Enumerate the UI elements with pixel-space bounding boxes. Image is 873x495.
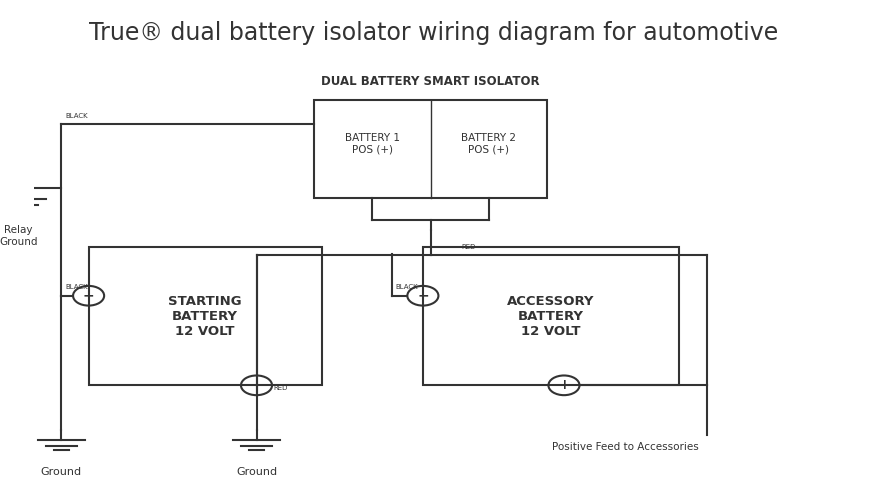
Text: BLACK: BLACK [395,284,418,290]
Text: DUAL BATTERY SMART ISOLATOR: DUAL BATTERY SMART ISOLATOR [321,75,540,88]
Bar [423,248,679,385]
Text: RED: RED [273,385,288,391]
Text: −: − [83,289,94,303]
Bar [314,100,547,198]
Text: BLACK: BLACK [65,284,88,290]
Text: Positive Feed to Accessories: Positive Feed to Accessories [552,442,699,452]
Text: Ground: Ground [41,467,82,477]
Text: −: − [417,289,429,303]
Text: True® dual battery isolator wiring diagram for automotive: True® dual battery isolator wiring diagr… [88,21,778,45]
Text: BLACK: BLACK [65,112,88,118]
Text: BATTERY 1
POS (+): BATTERY 1 POS (+) [345,133,400,155]
Bar [88,248,322,385]
Text: Relay
Ground: Relay Ground [0,225,38,247]
Text: +: + [558,378,570,393]
Text: ACCESSORY
BATTERY
12 VOLT: ACCESSORY BATTERY 12 VOLT [507,295,595,338]
Text: +: + [251,378,262,393]
Text: RED: RED [462,244,476,250]
Text: STARTING
BATTERY
12 VOLT: STARTING BATTERY 12 VOLT [168,295,242,338]
Text: Ground: Ground [236,467,277,477]
Text: BATTERY 2
POS (+): BATTERY 2 POS (+) [462,133,517,155]
